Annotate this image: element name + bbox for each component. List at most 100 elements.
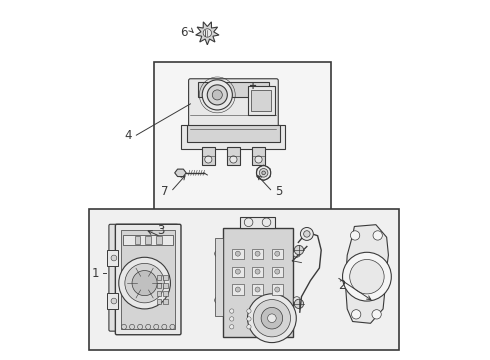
Circle shape: [255, 251, 260, 256]
FancyBboxPatch shape: [252, 266, 263, 276]
Circle shape: [275, 269, 280, 274]
FancyBboxPatch shape: [107, 293, 118, 309]
FancyBboxPatch shape: [189, 79, 278, 141]
Circle shape: [230, 325, 234, 329]
FancyBboxPatch shape: [135, 236, 140, 244]
Text: 2: 2: [338, 279, 345, 292]
Circle shape: [119, 257, 171, 309]
Circle shape: [304, 231, 310, 237]
Circle shape: [215, 297, 222, 304]
FancyBboxPatch shape: [240, 217, 275, 228]
Circle shape: [132, 271, 157, 296]
Polygon shape: [345, 225, 389, 323]
Circle shape: [300, 228, 313, 240]
Circle shape: [162, 324, 167, 329]
FancyBboxPatch shape: [251, 90, 271, 111]
FancyBboxPatch shape: [271, 266, 283, 276]
Circle shape: [111, 298, 117, 304]
FancyBboxPatch shape: [252, 284, 263, 294]
Circle shape: [350, 231, 360, 240]
Circle shape: [256, 166, 271, 180]
FancyBboxPatch shape: [157, 283, 161, 288]
Circle shape: [343, 252, 392, 301]
FancyBboxPatch shape: [163, 275, 168, 280]
FancyBboxPatch shape: [252, 249, 263, 259]
Circle shape: [281, 309, 286, 313]
Circle shape: [235, 251, 240, 256]
Circle shape: [373, 231, 382, 240]
Circle shape: [235, 269, 240, 274]
Circle shape: [122, 324, 126, 329]
Circle shape: [146, 324, 151, 329]
Circle shape: [268, 314, 276, 323]
Circle shape: [125, 264, 164, 303]
Circle shape: [111, 255, 117, 261]
Circle shape: [235, 287, 240, 292]
FancyBboxPatch shape: [197, 82, 270, 97]
Circle shape: [255, 156, 262, 163]
FancyBboxPatch shape: [227, 147, 240, 165]
Circle shape: [293, 297, 300, 304]
Circle shape: [154, 324, 159, 329]
Circle shape: [138, 324, 143, 329]
FancyBboxPatch shape: [222, 228, 293, 337]
Circle shape: [261, 307, 283, 329]
Circle shape: [207, 85, 227, 105]
Circle shape: [230, 309, 234, 313]
FancyBboxPatch shape: [232, 266, 244, 276]
Circle shape: [275, 251, 280, 256]
Circle shape: [294, 299, 304, 309]
Circle shape: [203, 29, 212, 37]
Circle shape: [247, 309, 251, 313]
Circle shape: [212, 90, 222, 100]
Text: +: +: [249, 81, 257, 91]
FancyBboxPatch shape: [163, 283, 168, 288]
Circle shape: [262, 171, 266, 175]
Circle shape: [259, 168, 268, 177]
Circle shape: [264, 309, 269, 313]
Circle shape: [264, 325, 269, 329]
Polygon shape: [196, 22, 219, 45]
Circle shape: [281, 325, 286, 329]
Circle shape: [281, 317, 286, 321]
Text: 3: 3: [157, 224, 165, 237]
Circle shape: [245, 218, 253, 226]
FancyBboxPatch shape: [153, 62, 331, 211]
Circle shape: [230, 156, 237, 163]
FancyBboxPatch shape: [187, 125, 280, 141]
Circle shape: [205, 156, 212, 163]
Polygon shape: [175, 169, 186, 176]
FancyBboxPatch shape: [202, 147, 215, 165]
FancyBboxPatch shape: [115, 224, 181, 335]
Circle shape: [170, 324, 175, 329]
FancyBboxPatch shape: [232, 249, 244, 259]
FancyBboxPatch shape: [146, 236, 151, 244]
Circle shape: [247, 317, 251, 321]
Text: 1: 1: [91, 267, 99, 280]
FancyBboxPatch shape: [157, 291, 161, 296]
FancyBboxPatch shape: [107, 250, 118, 266]
FancyBboxPatch shape: [232, 284, 244, 294]
Circle shape: [275, 287, 280, 292]
FancyBboxPatch shape: [252, 147, 265, 165]
FancyBboxPatch shape: [89, 209, 399, 350]
FancyBboxPatch shape: [123, 235, 173, 246]
Circle shape: [350, 260, 384, 294]
Circle shape: [294, 246, 304, 255]
Text: 6: 6: [180, 26, 188, 39]
Circle shape: [129, 324, 135, 329]
Circle shape: [255, 269, 260, 274]
FancyBboxPatch shape: [271, 249, 283, 259]
Circle shape: [247, 325, 251, 329]
Circle shape: [255, 287, 260, 292]
FancyBboxPatch shape: [156, 236, 162, 244]
FancyBboxPatch shape: [181, 125, 286, 149]
FancyBboxPatch shape: [121, 230, 175, 329]
Circle shape: [215, 250, 222, 257]
Circle shape: [293, 250, 300, 257]
Circle shape: [262, 218, 271, 226]
Circle shape: [202, 80, 232, 110]
FancyBboxPatch shape: [163, 298, 168, 303]
Circle shape: [247, 294, 296, 343]
FancyBboxPatch shape: [163, 291, 168, 296]
